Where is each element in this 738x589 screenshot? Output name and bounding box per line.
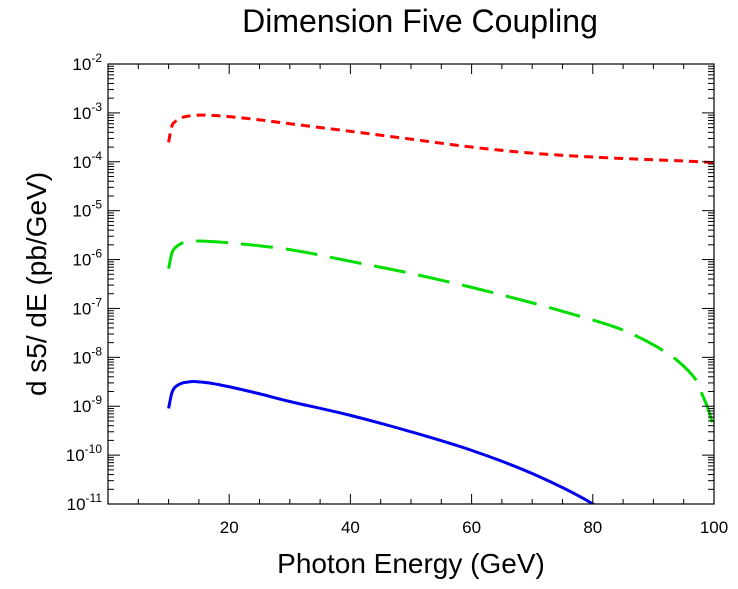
y-axis-label: d s5/ dE (pb/GeV)	[21, 172, 52, 396]
x-tick-label: 100	[700, 518, 728, 537]
chart-title: Dimension Five Coupling	[242, 3, 598, 39]
x-tick-label: 20	[220, 518, 239, 537]
labels-layer: 20 40 60 80 100 10-2 10-3 10-4 10-5 10-6 10-7 10-8 1…	[66, 51, 728, 537]
series-line-3	[167, 380, 596, 504]
y-tick-label: 10-10	[66, 442, 103, 465]
plot-frame	[107, 63, 715, 505]
y-tick-label: 10-4	[72, 149, 102, 172]
y-tick-label: 10-2	[72, 51, 102, 74]
series-line-2	[167, 239, 714, 429]
y-tick-label: 10-8	[72, 344, 102, 367]
y-tick-label: 10-9	[72, 393, 102, 416]
x-tick-label: 60	[462, 518, 481, 537]
ticks-layer	[107, 63, 715, 505]
y-tick-label: 10-11	[67, 491, 103, 514]
x-axis-label: Photon Energy (GeV)	[277, 548, 545, 579]
series-layer	[167, 113, 714, 504]
y-tick-label: 10-7	[72, 295, 102, 318]
y-tick-label: 10-3	[72, 100, 102, 123]
x-tick-label: 40	[341, 518, 360, 537]
y-tick-label: 10-6	[72, 247, 102, 270]
series-line-1	[167, 113, 714, 165]
y-tick-label: 10-5	[72, 198, 102, 221]
x-tick-label: 80	[583, 518, 602, 537]
